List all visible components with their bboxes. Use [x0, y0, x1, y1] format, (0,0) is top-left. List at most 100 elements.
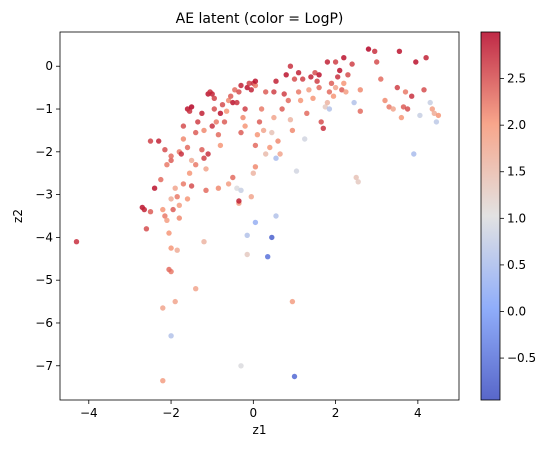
scatter-point	[435, 112, 442, 119]
scatter-point	[188, 104, 195, 110]
scatter-point	[402, 89, 409, 95]
scatter-point	[339, 87, 345, 93]
colorbar-tick-label: 0.0	[507, 304, 526, 318]
scatter-point	[219, 102, 226, 108]
scatter-point	[269, 129, 275, 136]
scatter-point	[168, 245, 174, 251]
scatter-point	[322, 104, 328, 110]
scatter-point	[378, 76, 384, 82]
scatter-point	[252, 219, 259, 226]
scatter-point	[417, 112, 423, 119]
scatter-point	[404, 106, 411, 112]
scatter-point	[225, 181, 232, 187]
scatter-point	[355, 179, 361, 185]
scatter-point	[160, 305, 166, 311]
scatter-point	[242, 123, 248, 129]
scatter-point	[242, 106, 248, 112]
scatter-point	[335, 74, 341, 80]
scatter-point	[176, 215, 182, 221]
scatter-point	[273, 78, 279, 84]
colorbar-ticks: 2.5 2.0 1.5 1.0 0.5 0.0 −0.5	[500, 72, 536, 365]
x-tick-label: 2	[332, 406, 340, 420]
scatter-point	[223, 108, 230, 114]
scatter-point	[141, 206, 147, 213]
colorbar-tick-label: 1.0	[507, 211, 526, 225]
scatter-point	[180, 181, 187, 187]
y-tick-label: −6	[35, 316, 53, 330]
x-tick-label: −2	[162, 406, 180, 420]
scatter-point	[178, 151, 184, 157]
y-tick-label: −3	[35, 188, 53, 202]
scatter-point	[295, 70, 302, 76]
scatter-point	[215, 132, 222, 138]
scatter-point	[156, 138, 162, 144]
y-axis-ticks: 0 −1 −2 −3 −4 −5 −6 −7	[35, 59, 60, 373]
scatter-point	[236, 198, 242, 204]
scatter-point	[147, 209, 154, 215]
scatter-point	[147, 138, 154, 144]
scatter-point	[400, 104, 407, 110]
colorbar-tick-label: 1.5	[507, 165, 526, 179]
scatter-point	[228, 93, 234, 99]
scatter-point	[291, 373, 298, 380]
scatter-point	[297, 97, 304, 104]
colorbar-tick-label: 0.5	[507, 258, 526, 272]
scatter-point	[193, 286, 199, 292]
scatter-point	[427, 99, 433, 106]
scatter-point	[230, 99, 236, 106]
scatter-point	[199, 147, 205, 153]
scatter-point	[267, 144, 273, 151]
scatter-point	[304, 110, 310, 117]
scatter-point	[199, 110, 205, 117]
scatter-point	[234, 185, 240, 191]
scatter-point	[316, 72, 322, 78]
scatter-point	[215, 185, 222, 191]
y-tick-label: −1	[35, 102, 53, 116]
scatter-point	[188, 157, 195, 164]
scatter-point	[248, 87, 254, 93]
scatter-point	[310, 95, 316, 102]
scatter-point	[306, 87, 312, 93]
scatter-point	[160, 206, 166, 213]
scatter-point	[300, 76, 306, 82]
scatter-point	[269, 234, 275, 241]
scatter-point	[291, 76, 298, 82]
scatter-point	[271, 89, 277, 95]
scatter-point	[263, 151, 269, 157]
scatter-point	[273, 155, 279, 161]
scatter-point	[143, 226, 150, 232]
scatter-point	[252, 164, 259, 170]
scatter-point	[283, 72, 289, 78]
scatter-point	[162, 213, 168, 219]
scatter-point	[293, 168, 300, 174]
scatter-point	[409, 93, 415, 99]
scatter-point	[263, 89, 269, 95]
scatter-point	[211, 106, 217, 112]
scatter-point	[287, 63, 294, 69]
scatter-point	[324, 99, 331, 106]
scatter-point	[209, 123, 215, 129]
colorbar	[480, 31, 501, 401]
scatter-points	[73, 46, 442, 384]
scatter-point	[184, 196, 191, 202]
scatter-point	[232, 87, 238, 93]
scatter-point	[73, 239, 80, 245]
scatter-point	[421, 87, 427, 93]
scatter-point	[211, 95, 217, 102]
x-axis-ticks: −4 −2 0 2 4	[80, 400, 422, 420]
scatter-point	[168, 153, 174, 159]
scatter-point	[398, 114, 405, 121]
scatter-point	[337, 67, 343, 74]
scatter-point	[151, 185, 158, 191]
scatter-point	[180, 136, 187, 142]
scatter-point	[357, 108, 363, 114]
scatter-point	[203, 187, 209, 193]
scatter-point	[413, 59, 419, 65]
scatter-point	[289, 298, 296, 305]
scatter-point	[246, 80, 252, 87]
scatter-point	[217, 142, 224, 149]
y-tick-label: 0	[45, 59, 53, 73]
scatter-point	[332, 84, 339, 91]
scatter-point	[201, 155, 207, 161]
